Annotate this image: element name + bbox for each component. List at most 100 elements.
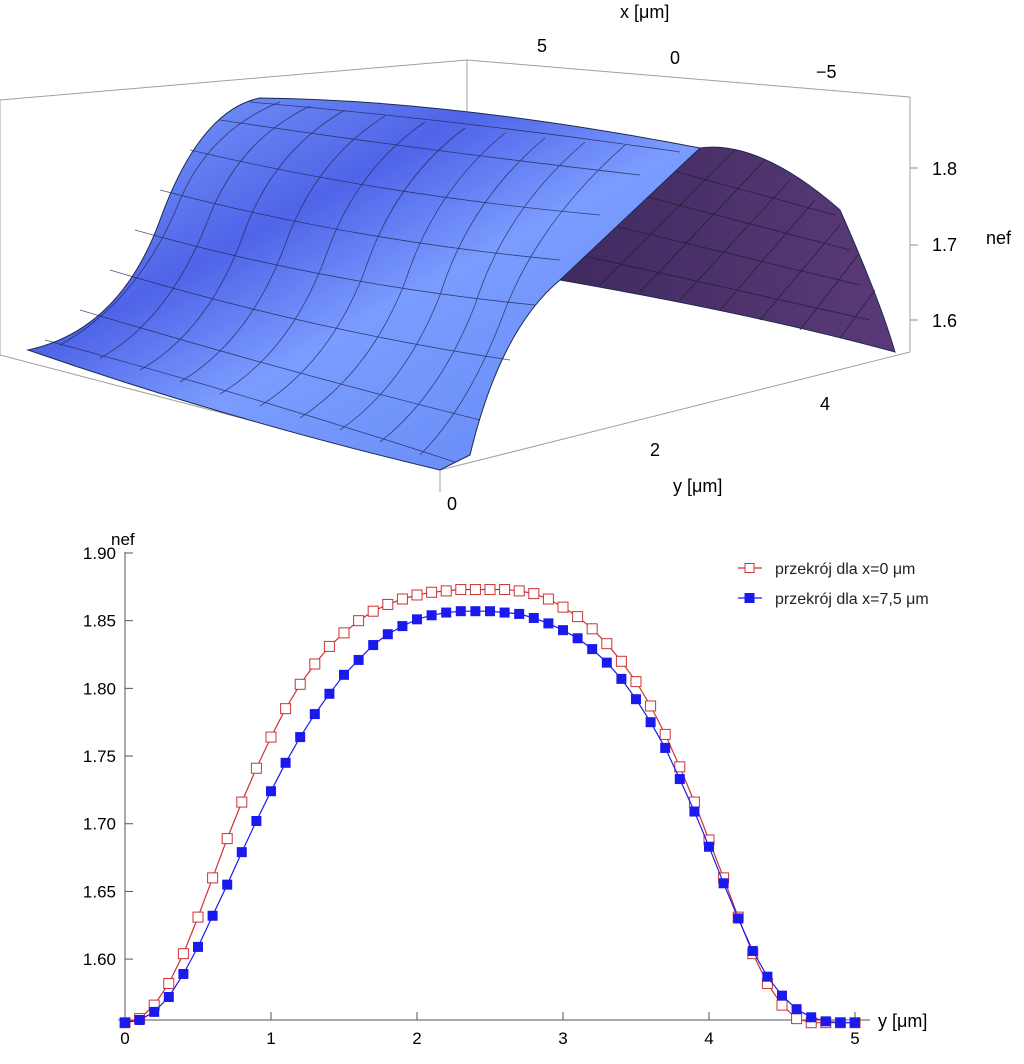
data-point	[528, 588, 540, 600]
data-point	[353, 615, 365, 627]
data-point	[396, 593, 408, 605]
line-plot: nef y [μm] 1.601.651.701.751.801.851.90 …	[83, 530, 929, 1048]
data-point	[733, 913, 744, 924]
legend-label: przekrój dla x=7,5 μm	[775, 591, 929, 608]
data-point	[280, 757, 291, 768]
data-point	[704, 841, 714, 852]
legend-entry: przekrój dla x=0 μm	[738, 561, 915, 578]
data-point	[601, 638, 613, 650]
x-tick-label: 5	[850, 1029, 859, 1048]
surface-x-tick: 5	[537, 36, 547, 56]
legend-marker	[744, 593, 755, 603]
data-point	[630, 676, 642, 688]
surface-y-axis-label: y [μm]	[673, 476, 722, 496]
data-point	[266, 786, 276, 797]
data-point	[601, 657, 612, 668]
surface-x-tick: −5	[816, 62, 837, 82]
data-point	[615, 655, 627, 667]
data-point	[193, 941, 203, 952]
data-point	[558, 625, 568, 636]
data-point	[850, 1017, 860, 1028]
data-point	[236, 847, 247, 858]
data-point	[616, 673, 627, 684]
data-point	[397, 621, 408, 632]
data-point	[689, 806, 700, 817]
data-point	[163, 991, 174, 1002]
surface-z-axis-label: nef	[986, 228, 1012, 248]
y-tick-label: 1.65	[83, 882, 116, 901]
x-tick-label: 4	[704, 1029, 713, 1048]
legend-entry: przekrój dla x=7,5 μm	[738, 591, 929, 608]
data-point	[674, 774, 685, 785]
x-tick-label: 1	[266, 1029, 275, 1048]
data-point	[718, 878, 729, 889]
data-point	[455, 584, 467, 596]
surface-y-tick: 4	[820, 394, 830, 414]
data-point	[572, 633, 583, 644]
data-point	[382, 598, 394, 610]
data-point	[324, 688, 335, 699]
data-point	[455, 606, 466, 617]
surface-z-tick: 1.8	[932, 159, 957, 179]
data-point	[557, 601, 569, 613]
data-point	[177, 948, 189, 960]
data-point	[309, 709, 320, 720]
data-point	[542, 593, 554, 605]
data-point	[338, 627, 350, 639]
surface-z-tick: 1.6	[932, 311, 957, 331]
data-point	[777, 990, 787, 1001]
y-tick-label: 1.80	[83, 679, 116, 698]
series-2	[120, 606, 860, 1028]
data-point	[674, 761, 686, 773]
data-point	[353, 654, 364, 665]
line-y-axis-label: nef	[111, 530, 135, 549]
y-tick-label: 1.75	[83, 747, 116, 766]
data-point	[485, 606, 495, 617]
data-point	[120, 1017, 130, 1028]
y-tick-label: 1.85	[83, 612, 116, 631]
data-point	[295, 732, 306, 743]
legend-label: przekrój dla x=0 μm	[775, 561, 915, 578]
data-point	[222, 879, 233, 890]
x-tick-label: 3	[558, 1029, 567, 1048]
data-point	[586, 623, 598, 635]
data-point	[747, 945, 758, 956]
data-point	[367, 605, 379, 617]
data-point	[426, 586, 438, 598]
data-point	[513, 585, 525, 597]
series-line	[124, 610, 855, 1024]
surface-mesh	[26, 97, 702, 471]
data-point	[207, 910, 218, 921]
data-point	[499, 584, 511, 596]
data-point	[294, 678, 306, 690]
series-line	[124, 588, 855, 1024]
data-point	[192, 911, 204, 923]
data-point	[207, 872, 219, 884]
data-point	[631, 694, 641, 705]
data-point	[236, 796, 248, 808]
y-tick-label: 1.60	[83, 950, 116, 969]
data-point	[791, 1004, 802, 1015]
data-point	[134, 1015, 145, 1025]
y-tick-label: 1.70	[83, 815, 116, 834]
legend-marker	[744, 563, 755, 573]
data-point	[587, 644, 598, 655]
surface-x-tick: 0	[670, 48, 680, 68]
data-point	[251, 816, 262, 827]
data-point	[440, 585, 452, 597]
surface-back-face	[558, 146, 896, 353]
data-point	[411, 589, 423, 601]
data-point	[791, 1013, 803, 1025]
surface-back-mesh	[579, 149, 876, 339]
data-point	[762, 971, 773, 982]
data-point	[426, 610, 437, 621]
data-point	[323, 640, 335, 652]
surface-y-tick: 2	[650, 440, 660, 460]
data-point	[572, 611, 584, 623]
x-tick-label: 0	[120, 1029, 129, 1048]
line-x-axis-label: y [μm]	[878, 1011, 927, 1031]
data-point	[688, 796, 700, 808]
data-point	[469, 584, 481, 596]
data-point	[514, 608, 525, 619]
data-point	[250, 762, 262, 774]
